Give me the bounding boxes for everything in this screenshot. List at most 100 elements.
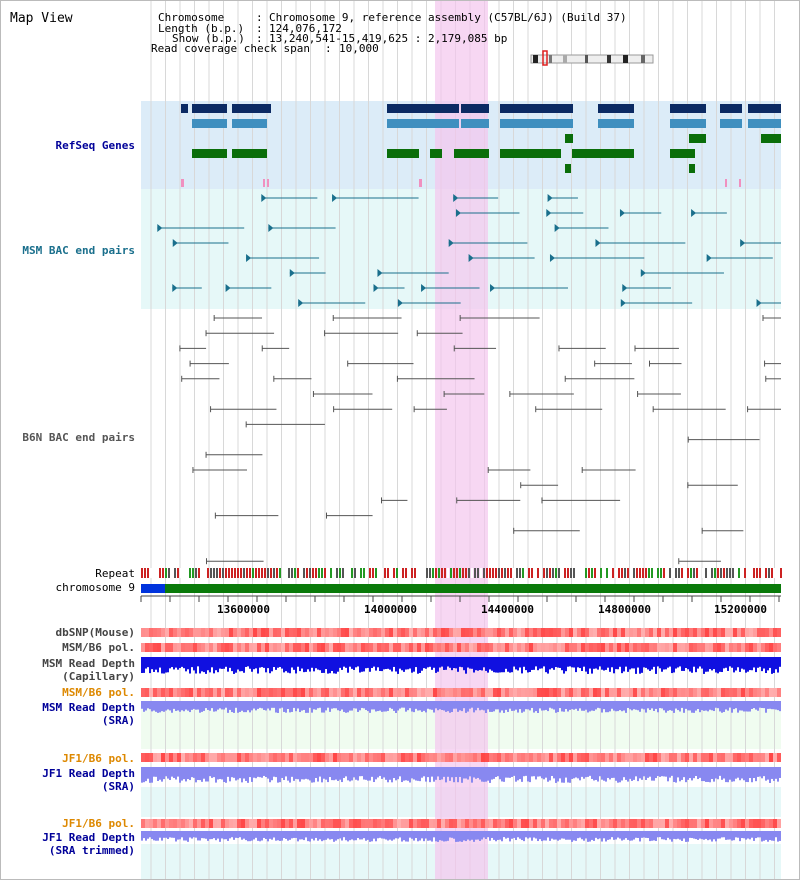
msm-read-depth-sra-label[interactable]: MSM Read Depth — [42, 701, 135, 714]
jf1-pol-heat-2 — [645, 819, 649, 828]
jf1-pol-heat — [205, 753, 209, 762]
msm-sra-depth-bar — [511, 701, 513, 711]
msm-sra-depth-bar — [607, 701, 609, 713]
jf1-pol-heat — [417, 753, 421, 762]
dbsnp-heat — [733, 628, 737, 637]
jf1-trim-depth-bar — [435, 831, 437, 842]
msm-pol-heat — [169, 643, 173, 652]
msm-pol-heat-2 — [297, 688, 301, 697]
jf1-pol-heat-2 — [261, 819, 265, 828]
jf1-pol-heat-2 — [217, 819, 221, 828]
jf1-pol-heat-2 — [437, 819, 441, 828]
msm-sra-depth-bar — [181, 701, 183, 711]
msm-depth-bar — [675, 657, 677, 669]
msm-sra-depth-bar — [399, 701, 401, 709]
dbsnp-heat — [529, 628, 533, 637]
repeat-mark — [570, 568, 572, 578]
jf1-pol-heat — [689, 753, 693, 762]
jf1-sra-depth-bar — [423, 767, 425, 777]
msm-sra-depth-bar — [197, 701, 199, 710]
jf1-trim-depth-bar — [197, 831, 199, 841]
msm-depth-bar — [555, 657, 557, 668]
jf1-b6-pol-label-1[interactable]: JF1/B6 pol. — [62, 752, 135, 765]
gene-feature — [500, 104, 573, 113]
jf1-pol-heat-2 — [557, 819, 561, 828]
msm-pol-heat-2 — [353, 688, 357, 697]
jf1-sra-depth-bar — [543, 767, 545, 780]
msm-pol-heat — [217, 643, 221, 652]
msm-pol-heat-2 — [437, 688, 441, 697]
msm-pol-heat-2 — [333, 688, 337, 697]
msm-sra-depth-bar — [761, 701, 763, 708]
msm-sra-depth-bar — [165, 701, 167, 711]
msm-pol-heat — [669, 643, 673, 652]
msm-sra-depth-bar — [619, 701, 621, 711]
msm-sra-depth-bar — [387, 701, 389, 711]
jf1-trim-depth-bar — [539, 831, 541, 840]
jf1-read-depth-sra-label[interactable]: JF1 Read Depth — [42, 767, 135, 780]
jf1-pol-heat — [201, 753, 205, 762]
msm-pol-heat — [477, 643, 481, 652]
msm-sra-depth-bar — [367, 701, 369, 712]
jf1-sra-depth-bar — [315, 767, 317, 779]
jf1-sra-depth-bar — [673, 767, 675, 783]
repeat-mark — [546, 568, 548, 578]
msm-b6-pol-label-1[interactable]: MSM/B6 pol. — [62, 641, 135, 654]
jf1-trim-depth-bar — [507, 831, 509, 838]
show-sep: : — [256, 32, 263, 45]
jf1-sra-depth-bar — [757, 767, 759, 777]
jf1-pol-heat-2 — [573, 819, 577, 828]
dbsnp-heat — [673, 628, 677, 637]
gene-feature — [192, 119, 227, 128]
msm-depth-bar — [501, 657, 503, 673]
msm-pol-heat-2 — [545, 688, 549, 697]
dbsnp-heat — [521, 628, 525, 637]
jf1-trim-depth-bar — [655, 831, 657, 841]
jf1-pol-heat-2 — [709, 819, 713, 828]
msm-sra-depth-bar — [503, 701, 505, 713]
jf1-sra-depth-bar — [721, 767, 723, 780]
msm-sra-depth-bar — [487, 701, 489, 710]
jf1-b6-pol-label-2[interactable]: JF1/B6 pol. — [62, 817, 135, 830]
refseq-genes-label[interactable]: RefSeq Genes — [55, 139, 135, 152]
msm-b6-pol-label-2[interactable]: MSM/B6 pol. — [62, 686, 135, 699]
msm-read-depth-cap-label[interactable]: MSM Read Depth — [42, 657, 135, 670]
msm-sra-depth-bar — [291, 701, 293, 712]
jf1-pol-heat-2 — [465, 819, 469, 828]
jf1-pol-heat-2 — [609, 819, 613, 828]
msm-depth-bar — [297, 657, 299, 667]
msm-sra-depth-bar — [265, 701, 267, 711]
msm-pol-heat-2 — [653, 688, 657, 697]
jf1-trim-depth-bar — [777, 831, 779, 842]
jf1-trim-depth-bar — [745, 831, 747, 840]
msm-pol-heat-2 — [313, 688, 317, 697]
jf1-sra-depth-bar — [649, 767, 651, 777]
msm-pol-heat — [309, 643, 313, 652]
jf1-trim-depth-bar — [683, 831, 685, 839]
jf1-sra-depth-bar — [195, 767, 197, 783]
jf1-read-depth-sra-sub: (SRA) — [101, 780, 135, 793]
dbsnp-label[interactable]: dbSNP(Mouse) — [55, 626, 135, 639]
b6n-bac-label[interactable]: B6N BAC end pairs — [22, 431, 135, 444]
jf1-trim-depth-bar — [469, 831, 471, 841]
jf1-sra-depth-bar — [397, 767, 399, 780]
jf1-sra-depth-bar — [219, 767, 221, 779]
jf1-read-depth-trim-label[interactable]: JF1 Read Depth — [42, 831, 135, 844]
jf1-pol-heat — [581, 753, 585, 762]
msm-bac-label[interactable]: MSM BAC end pairs — [22, 244, 135, 257]
jf1-pol-heat — [589, 753, 593, 762]
msm-pol-heat — [453, 643, 457, 652]
jf1-trim-depth-bar — [663, 831, 665, 840]
jf1-pol-heat — [713, 753, 717, 762]
msm-depth-bar — [711, 657, 713, 671]
jf1-pol-heat-2 — [561, 819, 565, 828]
msm-depth-bar — [159, 657, 161, 668]
jf1-pol-heat-2 — [285, 819, 289, 828]
msm-pol-heat — [777, 643, 781, 652]
jf1-sra-depth-bar — [655, 767, 657, 779]
msm-depth-bar — [207, 657, 209, 671]
jf1-pol-heat-2 — [717, 819, 721, 828]
msm-pol-heat-2 — [673, 688, 677, 697]
jf1-sra-depth-bar — [591, 767, 593, 779]
